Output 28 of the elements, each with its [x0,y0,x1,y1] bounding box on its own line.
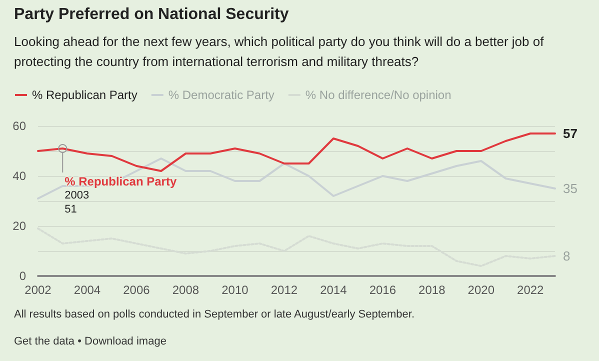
x-tick-label: 2004 [74,283,101,297]
y-tick-label: 20 [12,219,26,233]
data-label: 57 [563,126,578,141]
x-tick-label: 2020 [468,283,495,297]
x-tick-label: 2018 [418,283,446,297]
annotation: % Republican Party 2003 51 [64,174,177,216]
x-tick-label: 2010 [222,283,249,297]
x-tick-label: 2016 [369,283,396,297]
line-series [37,132,556,172]
y-tick-label: 40 [12,169,26,183]
x-tick-label: 2014 [320,283,348,297]
y-tick-label: 60 [12,119,26,133]
x-tick-label: 2012 [270,283,298,297]
legend-label: % Republican Party [32,88,138,102]
chart-title: Party Preferred on National Security [14,6,290,24]
chart-subtitle: Looking ahead for the next few years, which political party do you think will do a better job of protecting the country from international terrorism and military threats? [14,33,545,71]
line-series [37,158,556,200]
legend-label: % No difference/No opinion [305,88,452,102]
legend-label: % Democratic Party [168,88,274,102]
x-tick-label: 2006 [123,283,150,297]
x-tick-label: 2022 [517,283,544,297]
data-label: 35 [563,181,578,196]
y-tick-label: 0 [19,269,26,283]
x-tick-label: 2008 [172,283,200,297]
text: Get the data • Download image [14,336,166,348]
x-tick-label: 2002 [24,283,52,297]
data-label: 8 [563,248,570,264]
text: All results based on polls conducted in September or late August/early September. [14,308,415,320]
